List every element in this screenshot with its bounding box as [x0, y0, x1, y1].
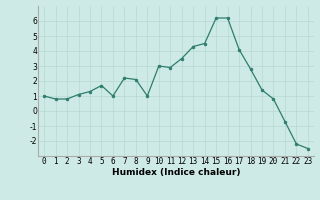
- X-axis label: Humidex (Indice chaleur): Humidex (Indice chaleur): [112, 168, 240, 177]
